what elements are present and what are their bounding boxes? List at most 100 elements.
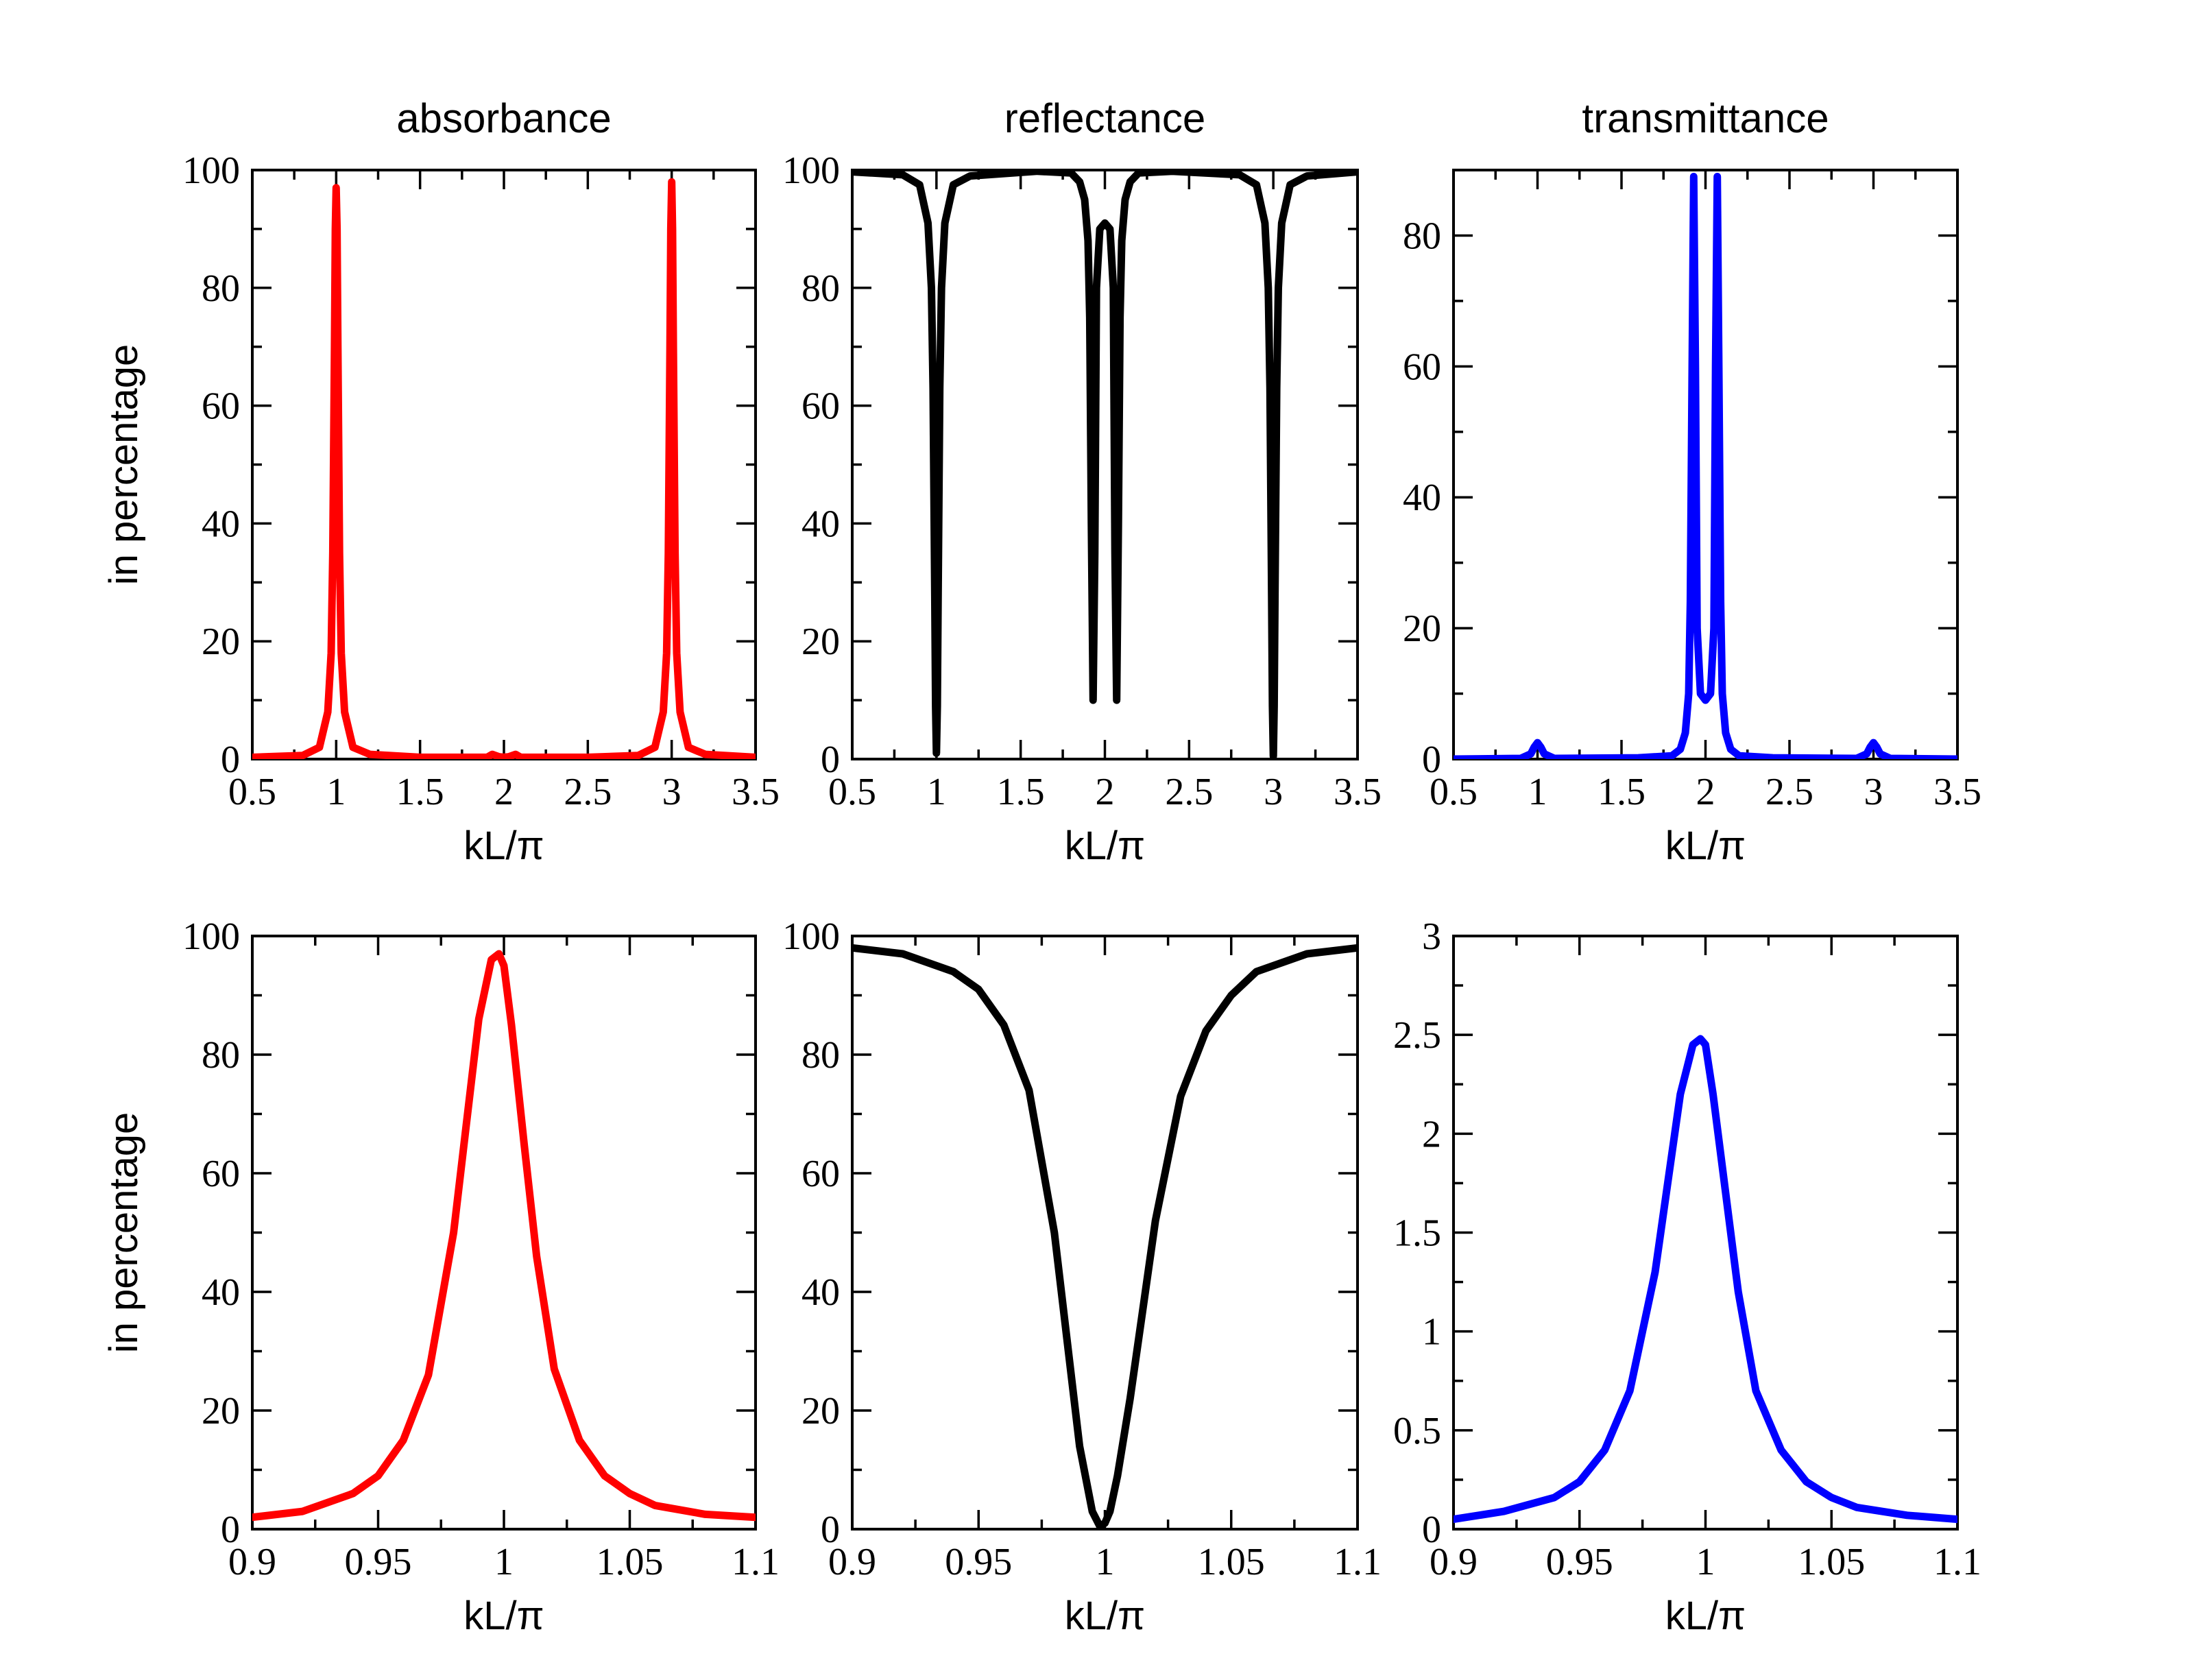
y-tick-label: 80 [202, 1034, 240, 1077]
y-tick-label: 20 [202, 621, 240, 663]
panel-2-3: 0.9 0.95 1 1.05 1.1 0 0.5 1 1.5 2 2.5 3 kL/π [1393, 915, 1981, 1638]
y-tick-label: 100 [782, 149, 840, 192]
plot-frame [251, 935, 757, 1531]
plot-frame [1452, 935, 1959, 1531]
x-tick-label: 1.1 [1334, 1541, 1382, 1583]
y-tick-label: 1.5 [1393, 1212, 1441, 1255]
x-tick-label: 3.5 [732, 771, 780, 813]
series-absorbance [252, 178, 756, 759]
y-tick-label: 40 [801, 1271, 840, 1314]
x-tick-label: 0.95 [1546, 1541, 1613, 1583]
y-tick-label: 100 [182, 149, 240, 192]
x-tick-label: 2.5 [1165, 771, 1213, 813]
y-tick-label: 60 [1403, 346, 1441, 388]
x-tick-label: 3 [662, 771, 682, 813]
panel-1-1: 0.5 1 1.5 2 2.5 3 3.5 0 20 40 60 80 100 kL/π in percen… [101, 95, 780, 868]
x-tick-label: 1 [1528, 771, 1547, 813]
y-tick-label: 60 [801, 1153, 840, 1195]
x-tick-label: 3.5 [1933, 771, 1981, 813]
x-tick-label: 0.5 [828, 771, 876, 813]
x-tick-label: 1 [927, 771, 946, 813]
x-tick-label: 0.9 [228, 1541, 276, 1583]
y-tick-label: 20 [1403, 608, 1441, 650]
x-tick-label: 0.9 [828, 1541, 876, 1583]
panel-1-3: 0.5 1 1.5 2 2.5 3 3.5 0 20 40 60 80 kL/π transmittanc… [1403, 95, 1981, 868]
y-tick-label: 40 [1403, 477, 1441, 519]
panel-title: transmittance [1582, 95, 1829, 141]
x-tick-label: 0.95 [345, 1541, 412, 1583]
x-tick-label: 1 [494, 1541, 514, 1583]
x-tick-label: 2 [494, 771, 514, 813]
y-axis-label: in percentage [101, 1112, 146, 1353]
y-tick-label: 20 [801, 621, 840, 663]
x-tick-label: 2.5 [564, 771, 612, 813]
x-tick-label: 1.05 [1798, 1541, 1865, 1583]
panel-title: reflectance [1004, 95, 1206, 141]
x-tick-label: 1.05 [596, 1541, 664, 1583]
x-tick-label: 1.5 [396, 771, 444, 813]
y-tick-label: 60 [202, 385, 240, 428]
series-transmittance [1454, 1035, 1957, 1524]
x-tick-label: 2 [1096, 771, 1115, 813]
x-tick-label: 1.5 [997, 771, 1045, 813]
x-tick-label: 2 [1696, 771, 1715, 813]
y-tick-label: 0 [1422, 1509, 1441, 1551]
x-axis-label: kL/π [1665, 1594, 1746, 1638]
x-tick-label: 1 [326, 771, 346, 813]
x-tick-label: 0.5 [1430, 771, 1478, 813]
y-tick-label: 20 [202, 1390, 240, 1432]
y-tick-label: 0 [821, 1509, 840, 1551]
x-tick-label: 1.1 [1933, 1541, 1981, 1583]
y-tick-label: 100 [782, 915, 840, 958]
y-tick-label: 60 [202, 1153, 240, 1195]
y-tick-label: 2 [1422, 1113, 1441, 1155]
panel-2-1: 0.9 0.95 1 1.05 1.1 0 20 40 60 80 100 kL/π in percen… [101, 915, 780, 1638]
x-tick-label: 1.5 [1598, 771, 1646, 813]
y-tick-label: 80 [202, 267, 240, 310]
y-tick-label: 40 [801, 503, 840, 545]
x-tick-label: 1 [1696, 1541, 1715, 1583]
plot-frame [851, 935, 1359, 1531]
plot-frame [1452, 169, 1959, 760]
y-tick-label: 100 [182, 915, 240, 958]
y-tick-label: 0 [821, 739, 840, 781]
x-tick-label: 3.5 [1334, 771, 1382, 813]
x-axis-label: kL/π [463, 824, 544, 868]
y-tick-label: 20 [801, 1390, 840, 1432]
x-tick-label: 2.5 [1765, 771, 1813, 813]
x-tick-label: 0.95 [945, 1541, 1012, 1583]
y-tick-label: 1 [1422, 1311, 1441, 1354]
panel-1-2: 0.5 1 1.5 2 2.5 3 3.5 0 20 40 60 80 100 kL/π reflectan… [782, 95, 1382, 868]
series-reflectance [852, 944, 1358, 1529]
x-tick-label: 1.1 [732, 1541, 780, 1583]
x-axis-label: kL/π [1665, 824, 1746, 868]
series-absorbance [252, 950, 756, 1522]
x-axis-label: kL/π [463, 1594, 544, 1638]
y-tick-label: 40 [202, 503, 240, 545]
x-tick-label: 1.05 [1198, 1541, 1265, 1583]
panel-title: absorbance [396, 95, 612, 141]
y-tick-label: 0 [221, 1509, 240, 1551]
x-axis-label: kL/π [1065, 824, 1145, 868]
series-transmittance [1454, 173, 1957, 759]
y-tick-label: 0.5 [1393, 1410, 1441, 1452]
y-tick-label: 3 [1422, 915, 1441, 958]
x-axis-label: kL/π [1065, 1594, 1145, 1638]
y-tick-label: 0 [221, 739, 240, 781]
y-tick-label: 80 [801, 1034, 840, 1077]
y-tick-label: 60 [801, 385, 840, 428]
panel-2-2: 0.9 0.95 1 1.05 1.1 0 20 40 60 80 100 kL/π [782, 915, 1382, 1638]
x-tick-label: 0.9 [1430, 1541, 1478, 1583]
x-tick-label: 0.5 [228, 771, 276, 813]
x-tick-label: 3 [1864, 771, 1883, 813]
y-tick-label: 80 [1403, 215, 1441, 257]
y-tick-label: 0 [1422, 739, 1441, 781]
y-tick-label: 80 [801, 267, 840, 310]
y-axis-label: in percentage [101, 344, 146, 585]
x-tick-label: 3 [1264, 771, 1283, 813]
y-tick-label: 2.5 [1393, 1014, 1441, 1057]
series-reflectance [852, 170, 1358, 759]
x-tick-label: 1 [1096, 1541, 1115, 1583]
y-tick-label: 40 [202, 1271, 240, 1314]
